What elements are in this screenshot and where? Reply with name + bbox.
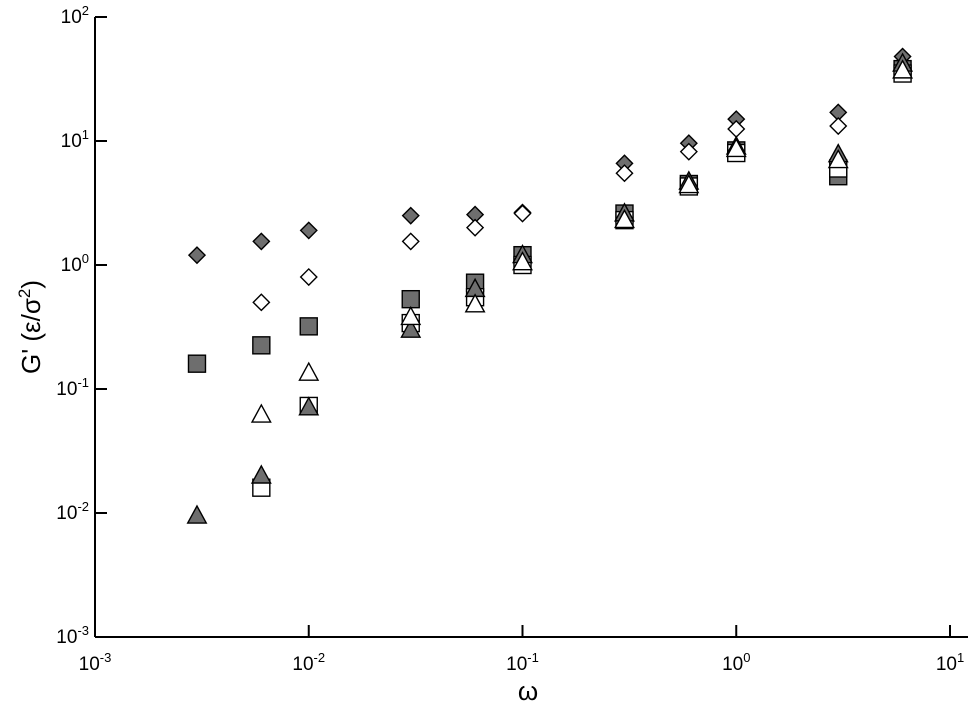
x-tick-label: 10-3 (79, 650, 112, 675)
ticks: 10-3 10-2 10-1 100 101 10-3 10-2 10-1 100 101 102 (56, 3, 964, 675)
y-tick-label: 10-2 (56, 499, 89, 524)
series-square-filled (187, 59, 912, 373)
y-tick-label: 10-1 (56, 375, 89, 400)
data-point-diamond (466, 218, 485, 237)
data-point-triangle (298, 361, 320, 381)
data-point-square (252, 336, 271, 355)
y-axis-title: G' (ε/σ2) (15, 280, 46, 374)
data-point-diamond (252, 232, 271, 251)
data-point-triangle (725, 137, 747, 158)
data-point-triangle (250, 403, 272, 423)
data-point-square (401, 289, 420, 309)
data-point-triangle (400, 318, 422, 338)
data-point-diamond (513, 204, 532, 223)
y-tick-label: 100 (61, 251, 89, 276)
data-point-triangle (400, 305, 422, 326)
data-point-triangle (186, 504, 208, 524)
x-tick-label: 101 (936, 650, 964, 675)
y-axis-title-sup: 2 (15, 289, 34, 298)
x-tick-label: 10-1 (506, 650, 539, 675)
series-triangle-filled (186, 52, 914, 524)
y-axis-title-main: G' (ε/σ (16, 298, 46, 374)
data-point-triangle (512, 251, 533, 271)
y-tick-label: 102 (61, 3, 89, 28)
data-point-diamond (727, 119, 746, 139)
data-point-diamond (615, 164, 634, 183)
data-point-diamond (299, 267, 318, 287)
data-point-triangle (614, 208, 635, 229)
data-point-triangle (892, 59, 914, 79)
data-point-square (187, 354, 207, 373)
x-tick-label: 10-2 (292, 650, 325, 675)
data-point-diamond (299, 221, 318, 240)
series-diamond-filled (187, 47, 912, 265)
series-triangle-open (250, 59, 914, 423)
data-point-diamond (187, 246, 207, 265)
data-point-triangle (464, 293, 486, 313)
y-tick-label: 101 (61, 127, 89, 152)
data-point-triangle (678, 173, 700, 194)
series-diamond-open (252, 57, 912, 312)
y-tick-label: 10-3 (56, 623, 89, 648)
y-axis-title-end: ) (16, 280, 46, 289)
data-point-square (299, 317, 318, 336)
axes (94, 17, 968, 638)
markers (186, 47, 914, 524)
data-point-diamond (401, 232, 420, 251)
x-tick-label: 100 (722, 650, 750, 675)
data-point-diamond (829, 116, 848, 136)
series-square-open (252, 64, 912, 497)
data-point-triangle (827, 148, 849, 169)
data-point-triangle (250, 464, 272, 484)
data-point-diamond (252, 293, 271, 312)
data-point-diamond (679, 142, 698, 161)
x-axis-title: ω (518, 676, 538, 706)
data-point-diamond (401, 206, 420, 225)
data-point-triangle (298, 396, 320, 416)
